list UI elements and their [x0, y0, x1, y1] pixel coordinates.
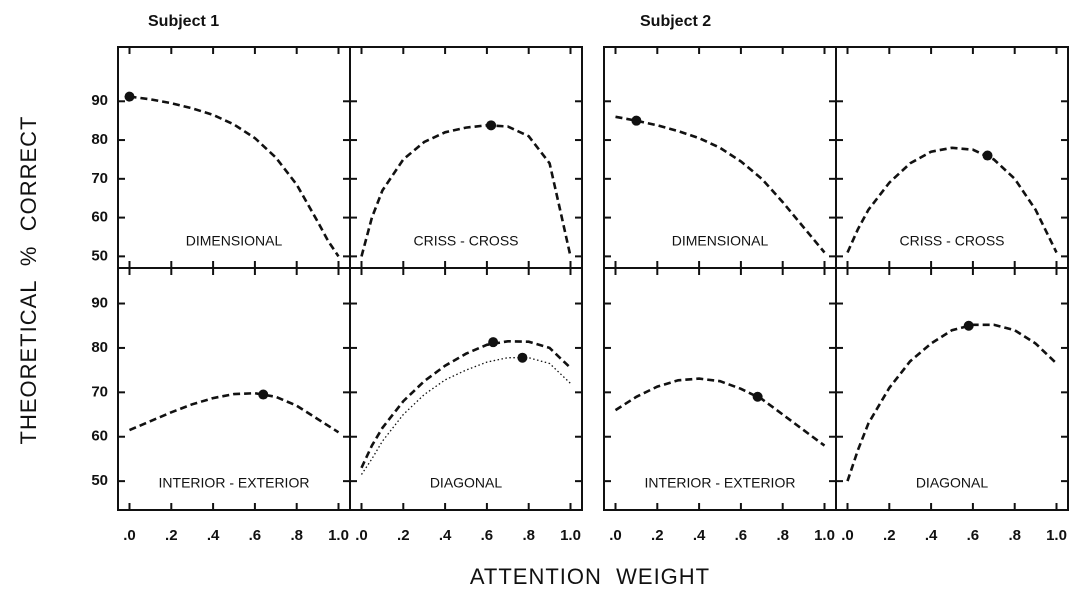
subject-title: Subject 1 [148, 13, 219, 30]
x-tick-label: .2 [883, 527, 896, 544]
x-tick-label: .0 [609, 527, 622, 544]
x-tick-label: .8 [1008, 527, 1021, 544]
x-tick-label: .6 [249, 527, 262, 544]
marker [982, 150, 993, 161]
y-tick-label: 70 [91, 383, 108, 400]
marker [486, 120, 497, 131]
curve [614, 377, 826, 447]
x-tick-label: .0 [355, 527, 368, 544]
panel-frame [603, 267, 837, 511]
x-tick-label: .2 [397, 527, 410, 544]
panel-frame [117, 267, 351, 511]
panel-title: CRISS - CROSS [413, 233, 518, 249]
subject-title: Subject 2 [640, 13, 711, 30]
x-tick-label: 1.0 [1046, 527, 1067, 544]
panel-title: INTERIOR - EXTERIOR [159, 475, 310, 491]
x-tick-label: .2 [165, 527, 178, 544]
curve [846, 323, 1058, 482]
panel-title: INTERIOR - EXTERIOR [645, 475, 796, 491]
x-axis-label: ATTENTION WEIGHT [470, 564, 710, 589]
x-tick-label: .6 [481, 527, 494, 544]
x-tick-label: .4 [439, 527, 452, 544]
x-tick-label: .6 [967, 527, 980, 544]
x-tick-label: .4 [207, 527, 220, 544]
x-tick-label: .2 [651, 527, 664, 544]
panel-frame [349, 267, 583, 511]
curve [128, 391, 340, 434]
curve [615, 115, 826, 254]
y-tick-label: 50 [91, 472, 108, 489]
curve [129, 95, 340, 258]
marker [631, 115, 642, 126]
y-tick-label: 70 [91, 170, 108, 187]
marker [488, 337, 499, 348]
y-axis-label: THEORETICAL % CORRECT [16, 116, 41, 445]
x-tick-label: .0 [841, 527, 854, 544]
marker [963, 320, 974, 331]
x-tick-label: .4 [925, 527, 938, 544]
marker [124, 91, 135, 102]
y-tick-label: 80 [91, 131, 108, 148]
curve [846, 146, 1058, 254]
marker [258, 389, 269, 400]
x-tick-label: 1.0 [560, 527, 581, 544]
y-tick-label: 60 [91, 428, 108, 445]
x-tick-label: 1.0 [328, 527, 349, 544]
x-tick-label: .8 [290, 527, 303, 544]
x-tick-label: .8 [522, 527, 535, 544]
x-tick-label: .4 [693, 527, 706, 544]
x-tick-label: .8 [776, 527, 789, 544]
panel-title: CRISS - CROSS [899, 233, 1004, 249]
marker [752, 391, 763, 402]
y-tick-label: 90 [91, 92, 108, 109]
panel-title: DIMENSIONAL [672, 233, 769, 249]
panel-title: DIMENSIONAL [186, 233, 283, 249]
y-tick-label: 90 [91, 294, 108, 311]
y-tick-label: 80 [91, 339, 108, 356]
y-tick-label: 50 [91, 247, 108, 264]
x-tick-label: .0 [123, 527, 136, 544]
y-tick-label: 60 [91, 209, 108, 226]
panel-title: DIAGONAL [430, 475, 503, 491]
panel-title: DIAGONAL [916, 475, 989, 491]
curve [360, 123, 572, 257]
curve [360, 339, 572, 469]
marker [517, 352, 528, 363]
x-tick-label: .6 [735, 527, 748, 544]
x-tick-label: 1.0 [814, 527, 835, 544]
panel-frame [835, 267, 1069, 511]
